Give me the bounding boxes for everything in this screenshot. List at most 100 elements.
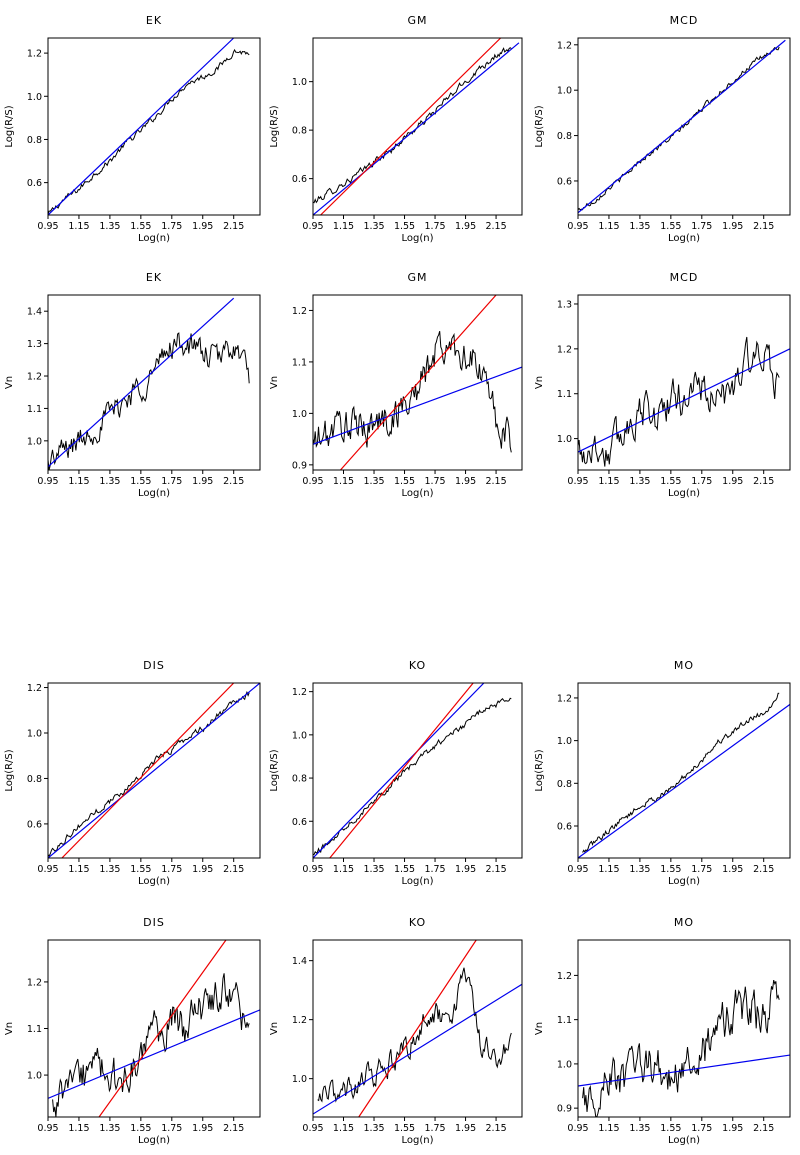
plot-frame	[47, 939, 261, 1118]
y-tick-label: 1.0	[557, 1059, 572, 1070]
data-series-line	[317, 967, 512, 1103]
x-tick-label: 1.95	[192, 1123, 213, 1134]
x-tick-label: 1.95	[192, 476, 213, 487]
chart-panel-mcd-log-rs: MCD 0.95 1.15 1.35 1.55 1.75 1.95 2.15 0.6 0.8 1.0…	[534, 14, 791, 244]
x-tick-label: 1.35	[99, 476, 120, 487]
x-tick-label: 1.15	[598, 476, 619, 487]
plot-frame	[577, 939, 791, 1118]
x-tick-label: 1.75	[161, 1123, 182, 1134]
reference-line-red	[98, 940, 227, 1117]
y-tick-label: 0.6	[27, 819, 42, 830]
data-series-line	[313, 697, 512, 856]
x-axis-label: Log(n)	[138, 1135, 170, 1146]
fit-line-blue	[313, 683, 485, 858]
fit-line-blue	[48, 297, 235, 468]
y-axis-label: Vn	[269, 1022, 280, 1035]
y-tick-label: 1.1	[27, 404, 42, 415]
data-series-line	[578, 336, 780, 467]
x-tick-label: 1.95	[722, 1123, 743, 1134]
y-tick-label: 0.6	[292, 817, 307, 828]
x-tick-label: 0.95	[37, 476, 58, 487]
x-tick-label: 1.95	[722, 476, 743, 487]
y-tick-label: 1.2	[292, 1015, 307, 1026]
x-tick-label: 1.55	[660, 221, 681, 232]
x-tick-label: 1.75	[424, 221, 445, 232]
fit-line-blue	[48, 1009, 260, 1099]
data-series-line	[582, 979, 780, 1117]
y-axis-label: Log(R/S)	[269, 749, 280, 791]
x-tick-label: 1.15	[68, 864, 89, 875]
x-tick-label: 0.95	[37, 221, 58, 232]
x-tick-label: 0.95	[567, 221, 588, 232]
y-tick-label: 1.3	[27, 339, 42, 350]
plot-frame	[312, 294, 523, 471]
y-tick-label: 0.8	[557, 779, 572, 790]
x-axis-label: Log(n)	[401, 876, 433, 887]
x-tick-label: 1.35	[629, 864, 650, 875]
y-axis-label: Vn	[534, 376, 545, 389]
x-tick-label: 0.95	[567, 1123, 588, 1134]
plot-frame	[577, 682, 791, 859]
x-tick-label: 1.15	[333, 476, 354, 487]
x-axis-label: Log(n)	[401, 488, 433, 499]
y-axis-label: Log(R/S)	[4, 749, 15, 791]
y-axis-label: Log(R/S)	[269, 105, 280, 147]
y-tick-label: 0.6	[557, 821, 572, 832]
y-tick-label: 1.2	[27, 683, 42, 694]
chart-title: MO	[674, 916, 694, 929]
chart-panel-ek-log-rs: EK 0.95 1.15 1.35 1.55 1.75 1.95 2.15 0.6 0.8 1.0 1…	[4, 14, 261, 244]
chart-title: MCD	[670, 271, 699, 284]
x-tick-label: 2.15	[485, 221, 506, 232]
reference-line-red	[320, 38, 502, 215]
x-tick-label: 1.15	[333, 221, 354, 232]
plot-frame	[312, 37, 523, 216]
x-tick-label: 1.35	[363, 476, 384, 487]
x-axis-label: Log(n)	[668, 1135, 700, 1146]
y-axis-label: Log(R/S)	[534, 105, 545, 147]
x-tick-label: 1.35	[363, 1123, 384, 1134]
x-tick-label: 1.15	[598, 1123, 619, 1134]
x-tick-label: 1.75	[424, 476, 445, 487]
fit-line-blue	[578, 348, 790, 453]
y-tick-label: 1.2	[557, 693, 572, 704]
chart-panel-gm-vn: GM 0.95 1.15 1.35 1.55 1.75 1.95 2.15 0.9 1.0 1.1 1…	[269, 271, 523, 499]
reference-line-red	[61, 683, 235, 858]
fit-line-blue	[578, 1054, 790, 1087]
x-tick-label: 1.55	[660, 1123, 681, 1134]
y-tick-label: 1.0	[557, 86, 572, 97]
x-axis-label: Log(n)	[401, 233, 433, 244]
x-tick-label: 2.15	[753, 1123, 774, 1134]
y-tick-label: 0.6	[292, 174, 307, 185]
y-axis-label: Vn	[534, 1022, 545, 1035]
x-tick-label: 1.15	[68, 1123, 89, 1134]
y-tick-label: 1.1	[27, 1024, 42, 1035]
chart-panel-ko-log-rs: KO 0.95 1.15 1.35 1.55 1.75 1.95 2.15 0.6 0.8 1.0 1…	[269, 659, 523, 887]
y-tick-label: 1.0	[292, 1074, 307, 1085]
x-tick-label: 1.35	[629, 1123, 650, 1134]
x-tick-label: 1.55	[394, 1123, 415, 1134]
x-tick-label: 1.35	[629, 476, 650, 487]
x-axis-label: Log(n)	[668, 488, 700, 499]
x-tick-label: 1.55	[130, 1123, 151, 1134]
x-tick-label: 1.35	[99, 221, 120, 232]
x-tick-label: 2.15	[223, 476, 244, 487]
x-tick-label: 1.35	[99, 864, 120, 875]
chart-title: GM	[407, 14, 427, 27]
y-tick-label: 0.8	[557, 131, 572, 142]
y-tick-label: 0.9	[557, 1104, 572, 1115]
data-series-line	[313, 47, 512, 204]
data-series-line	[578, 46, 780, 211]
x-tick-label: 2.15	[485, 476, 506, 487]
x-tick-label: 0.95	[302, 221, 323, 232]
y-tick-label: 1.0	[292, 77, 307, 88]
x-tick-label: 2.15	[223, 1123, 244, 1134]
y-tick-label: 0.8	[292, 126, 307, 137]
data-series-line	[48, 48, 250, 215]
y-tick-label: 1.1	[557, 389, 572, 400]
x-tick-label: 1.75	[424, 1123, 445, 1134]
x-tick-label: 1.95	[722, 221, 743, 232]
x-tick-label: 0.95	[567, 864, 588, 875]
x-tick-label: 1.15	[333, 864, 354, 875]
chart-title: KO	[409, 916, 426, 929]
chart-panel-mcd-vn: MCD 0.95 1.15 1.35 1.55 1.75 1.95 2.15 1.0 1.1 1.2…	[534, 271, 791, 499]
